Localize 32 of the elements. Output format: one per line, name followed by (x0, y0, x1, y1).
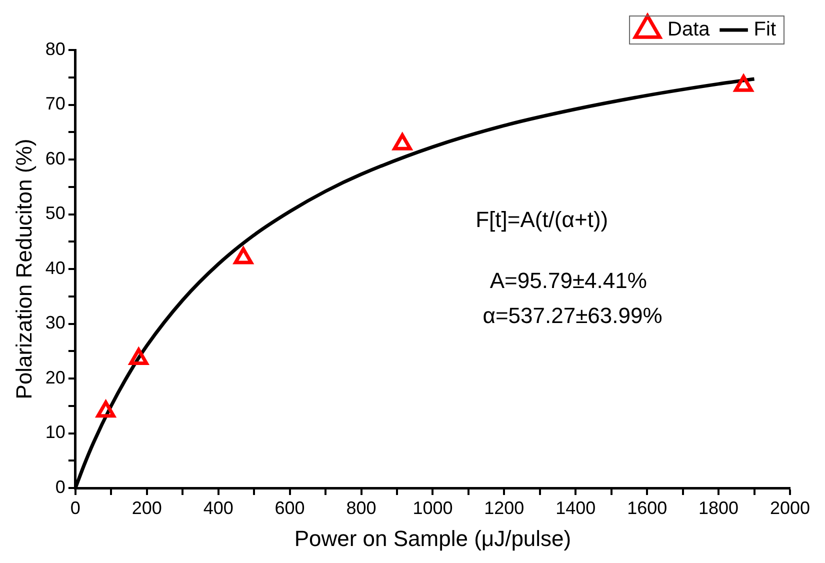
y-tick-label: 0 (55, 476, 66, 497)
point (129, 348, 148, 366)
x-axis-title: Power on Sample (μJ/pulse) (294, 526, 572, 551)
y-tick-label: 80 (45, 38, 66, 59)
x-tick-label: 1800 (698, 498, 739, 518)
legend-label: Data (668, 18, 711, 41)
x-tick-label: 200 (132, 498, 162, 518)
y-tick-label: 60 (45, 148, 66, 168)
x-tick-label: 600 (274, 498, 305, 518)
y-tick-label: 30 (45, 312, 66, 333)
x-tick-label: 400 (203, 498, 234, 518)
y-tick-label: 70 (45, 94, 66, 114)
annotation: α=537.27±63.99% (482, 303, 662, 328)
point (96, 400, 116, 418)
x-tick-label: 1000 (412, 498, 453, 518)
x-tick-label: 2000 (770, 498, 810, 518)
y-tick-label: 40 (45, 258, 66, 278)
x-tick-label: 1200 (484, 498, 524, 518)
point (392, 133, 412, 150)
annotation: F[t]=A(t/(α+t)) (476, 206, 608, 232)
y-tick-label: 20 (45, 367, 66, 388)
x-tick-label: 1600 (627, 498, 668, 518)
x-tick-label: 800 (346, 498, 376, 518)
point (734, 74, 754, 92)
annotation: A=95.79±4.41% (490, 268, 647, 294)
x-tick-label: 1400 (556, 498, 596, 518)
x-tick-label: 0 (70, 498, 80, 518)
y-tick-label: 50 (45, 203, 66, 224)
point (234, 247, 253, 264)
y-axis-title: Polarization Reduciton (%) (11, 138, 36, 400)
legend-label: Fit (754, 18, 776, 41)
y-tick-label: 10 (45, 422, 66, 442)
